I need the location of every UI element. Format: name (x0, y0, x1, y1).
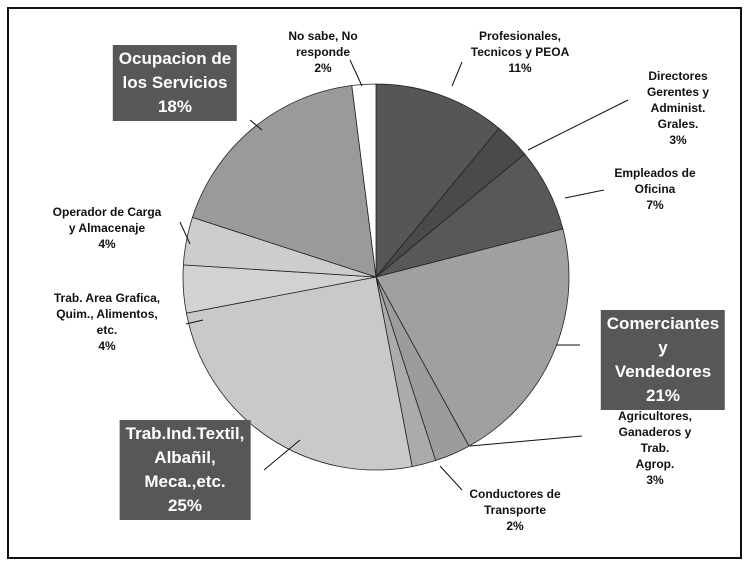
slice-label: Ocupacion de los Servicios 18% (112, 45, 238, 121)
value-label: 2% (506, 519, 524, 533)
slice-label: Empleados de Oficina 7% (614, 165, 695, 213)
category-label: Directores Gerentes y Administ. Grales. (646, 69, 710, 131)
value-label: 21% (645, 386, 681, 405)
pie-slice (191, 85, 377, 278)
pie-slice (185, 276, 413, 471)
leader-line (263, 439, 301, 471)
leader-line (451, 61, 463, 87)
category-label: Ocupacion de los Servicios (118, 49, 232, 92)
slice-label: Agricultores, Ganaderos y Trab. Agrop. 3% (608, 408, 702, 488)
slice-label: Conductores de Transporte 2% (469, 486, 560, 534)
value-label: 4% (98, 237, 116, 251)
slice-label: Trab.Ind.Textil, Albañil, Meca.,etc. 25% (119, 420, 251, 520)
value-label: 3% (646, 473, 664, 487)
leader-line (439, 465, 463, 491)
slice-label: Directores Gerentes y Administ. Grales. 3… (643, 68, 714, 148)
category-label: Comerciantes y Vendedores (606, 314, 720, 381)
leader-line (349, 59, 363, 87)
slice-label: Profesionales, Tecnicos y PEOA 11% (471, 28, 569, 76)
chart-frame (7, 7, 742, 559)
category-label: Operador de Carga y Almacenaje (52, 205, 162, 235)
category-label: Agricultores, Ganaderos y Trab. Agrop. (617, 409, 692, 471)
slice-label: No sabe, No responde 2% (288, 28, 357, 76)
slice-label: Trab. Area Grafica, Quim., Alimentos, et… (54, 290, 160, 354)
value-label: 18% (157, 97, 193, 116)
category-label: Trab. Area Grafica, Quim., Alimentos, et… (53, 291, 161, 337)
value-label: 2% (314, 61, 332, 75)
value-label: 4% (98, 339, 116, 353)
slice-label: Comerciantes y Vendedores 21% (600, 310, 726, 410)
category-label: Profesionales, Tecnicos y PEOA (470, 29, 570, 59)
leader-line (564, 189, 605, 199)
category-label: Conductores de Transporte (469, 487, 561, 517)
value-label: 3% (669, 133, 687, 147)
leader-line (249, 119, 263, 131)
leader-line (179, 221, 191, 245)
pie-slice (351, 83, 377, 278)
category-label: No sabe, No responde (288, 29, 358, 59)
leader-line (185, 319, 204, 325)
value-label: 7% (646, 198, 664, 212)
value-label: 11% (508, 61, 532, 75)
category-label: Trab.Ind.Textil, Albañil, Meca.,etc. (125, 424, 245, 491)
slice-label: Operador de Carga y Almacenaje 4% (53, 204, 162, 252)
pie-slice (375, 83, 500, 279)
leader-line (527, 99, 629, 151)
pie-slice (375, 228, 570, 447)
value-label: 25% (167, 496, 203, 515)
leader-line (469, 435, 583, 447)
category-label: Empleados de Oficina (614, 166, 696, 196)
